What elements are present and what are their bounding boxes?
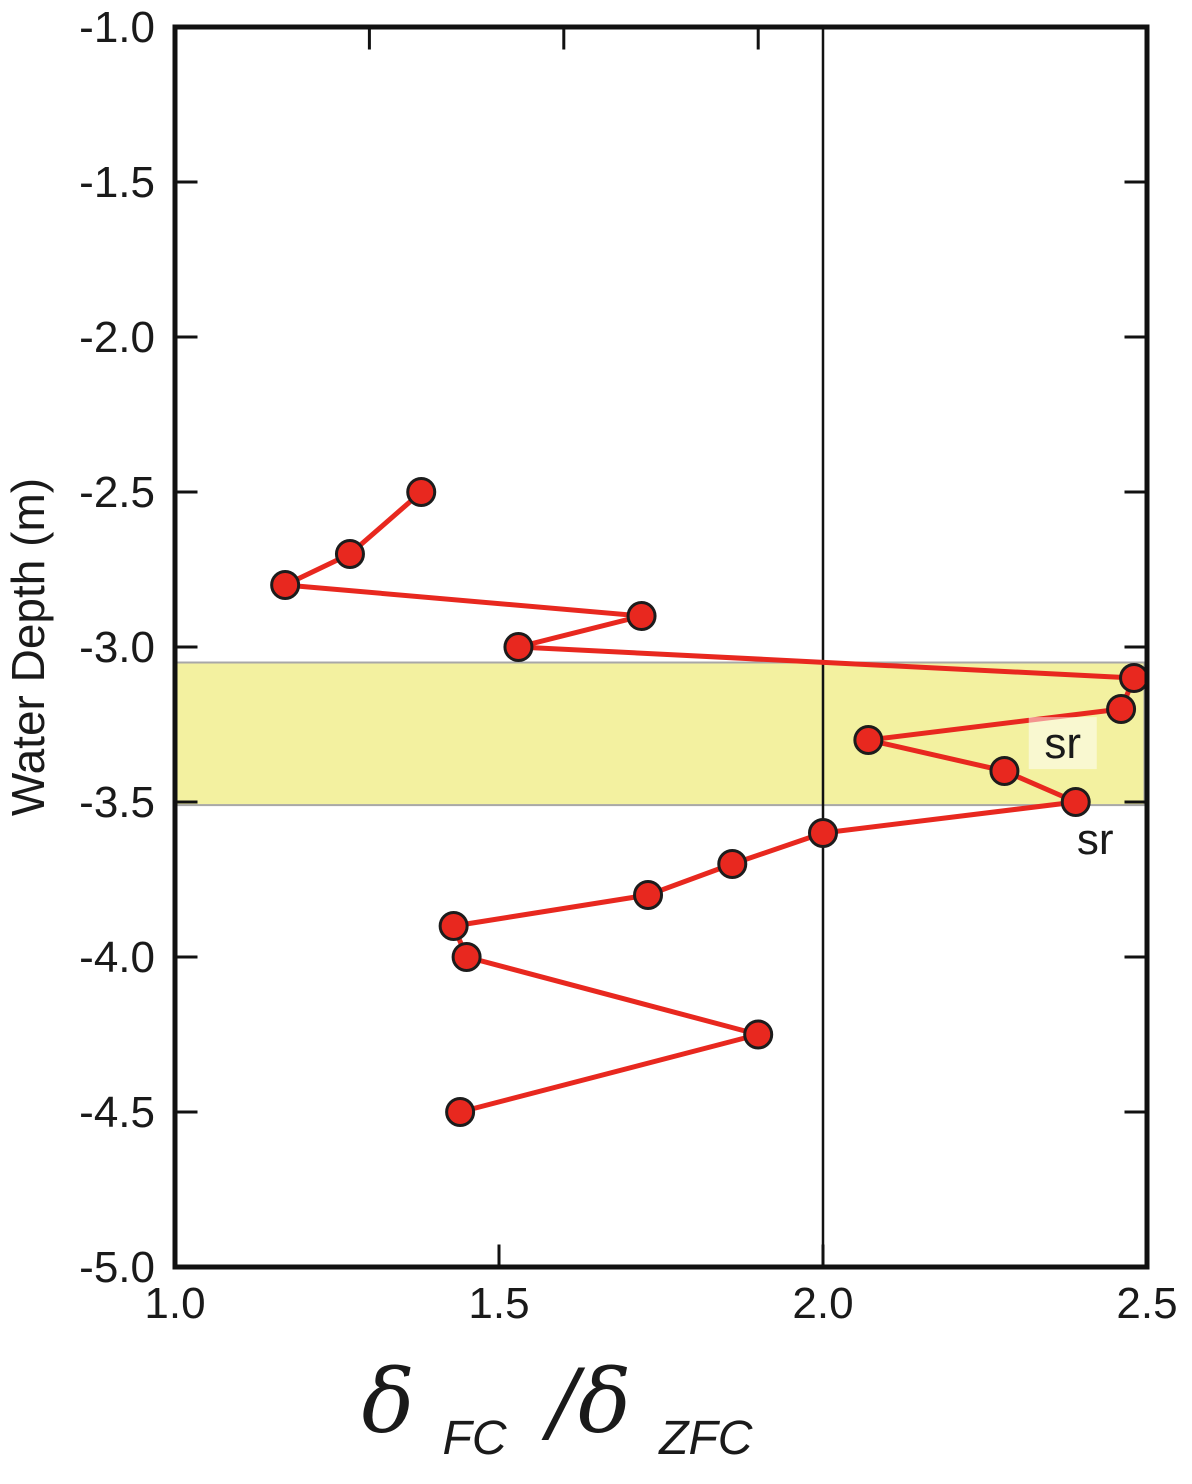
x-tick-label: 2.5 xyxy=(1116,1279,1177,1328)
series-point xyxy=(503,632,534,662)
x-tick-label: 2.0 xyxy=(792,1279,853,1328)
annotation-sr: sr xyxy=(1077,815,1114,864)
x-axis-title: δ FC /δ ZFC xyxy=(362,1350,753,1475)
plot-frame xyxy=(172,24,1150,1270)
series-point xyxy=(633,880,664,910)
series-point xyxy=(406,477,437,507)
y-tick-label: -3.0 xyxy=(79,623,155,672)
y-tick-label: -5.0 xyxy=(79,1243,155,1292)
y-tick-label: -1.0 xyxy=(79,3,155,52)
series-point xyxy=(989,756,1020,786)
annotation-sr: sr xyxy=(1044,719,1081,768)
highlight-band-layer xyxy=(175,661,1146,807)
series-point xyxy=(853,725,884,755)
x-title-sub-fc: FC xyxy=(443,1412,507,1465)
tick-label-layer: -1.0 -1.5 -2.0 -2.5 -3.0 -3.5 -4.0 -4.5 -5.01.0 1… xyxy=(79,3,1177,1328)
x-title-delta-zfc: /δ xyxy=(542,1350,632,1453)
series-point xyxy=(1106,694,1137,724)
annotation-layer: sr sr xyxy=(1028,717,1114,864)
series-point xyxy=(717,849,748,879)
series-point xyxy=(1060,787,1091,817)
y-tick-label: -1.5 xyxy=(79,158,155,207)
series-point xyxy=(743,1019,774,1050)
highlight-band-rect xyxy=(175,661,1146,807)
y-tick-label: -4.0 xyxy=(79,933,155,982)
series-point xyxy=(445,1097,476,1127)
y-axis-title: Water Depth (m) xyxy=(2,478,54,816)
data-series-layer xyxy=(270,477,1150,1127)
series-point xyxy=(438,911,469,941)
x-tick-label: 1.5 xyxy=(468,1279,529,1328)
x-tick-label: 1.0 xyxy=(144,1279,205,1328)
series-point xyxy=(1119,663,1150,693)
y-tick-label: -2.0 xyxy=(79,313,155,362)
y-tick-label: -4.5 xyxy=(79,1088,155,1137)
series-point xyxy=(334,539,365,569)
plot-frame-layer xyxy=(172,24,1150,1270)
series-point xyxy=(808,818,838,848)
annotation-box xyxy=(1028,717,1097,770)
y-tick-label: -3.5 xyxy=(79,778,155,827)
x-title-sub-zfc: ZFC xyxy=(658,1412,753,1465)
series-point xyxy=(626,601,657,631)
series-point xyxy=(451,942,482,972)
x-title-delta-fc: δ xyxy=(362,1350,415,1453)
axis-tick-layer xyxy=(177,29,1145,1265)
y-tick-label: -2.5 xyxy=(79,468,155,517)
series-point xyxy=(270,570,301,600)
